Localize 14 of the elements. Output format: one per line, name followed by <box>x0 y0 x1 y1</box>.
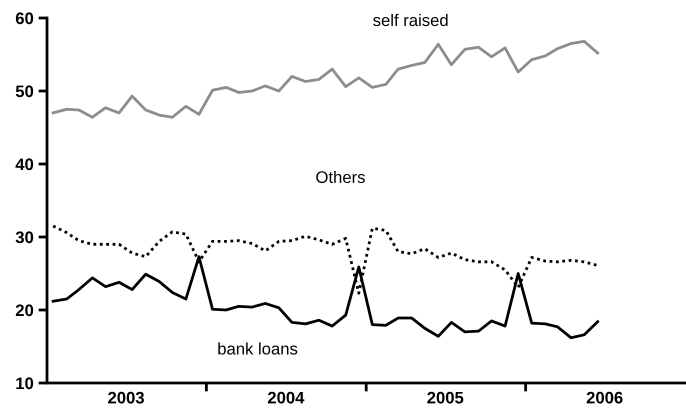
y-tick-label: 40 <box>16 158 34 170</box>
series-label: bank loans <box>218 342 298 355</box>
line-series <box>52 40 600 119</box>
text: Others <box>316 170 365 184</box>
y-tick-label: 60 <box>16 12 34 24</box>
y-tick-label: 30 <box>16 231 34 244</box>
series-label: self raised <box>373 14 448 26</box>
x-tick-label: 2006 <box>586 392 623 404</box>
x-tick-label: 2005 <box>427 392 464 404</box>
y-tick-label: 10 <box>16 377 34 390</box>
y-tick-label: 50 <box>16 85 34 98</box>
x-tick-label: 2003 <box>108 392 144 404</box>
y-tick-label: 20 <box>16 304 34 316</box>
x-tick-label: 2004 <box>268 392 304 404</box>
